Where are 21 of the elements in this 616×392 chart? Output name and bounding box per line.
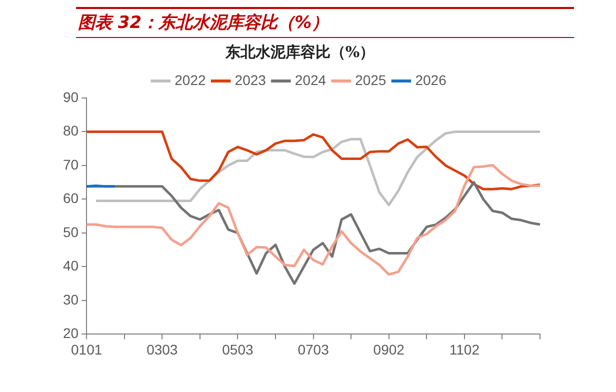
x-tick-label: 0303: [146, 341, 178, 358]
x-tick-label: 0101: [70, 341, 102, 358]
y-tick-label: 70: [62, 156, 79, 172]
y-tick-label: 30: [62, 291, 79, 308]
x-tick-label: 1102: [449, 341, 480, 358]
y-tick-label: 20: [62, 325, 79, 342]
chart-subtitle: 东北水泥库容比（%）: [224, 42, 375, 61]
x-tick-label: 0503: [222, 341, 254, 358]
legend-label: 2024: [294, 72, 326, 88]
legend-label: 2022: [174, 72, 206, 88]
y-tick-label: 80: [62, 122, 79, 139]
legend-label: 2026: [415, 72, 447, 88]
chart-title: 图表 32：东北水泥库容比（%）: [76, 7, 574, 38]
y-tick-label: 40: [62, 258, 79, 274]
legend-label: 2023: [234, 72, 266, 88]
legend-label: 2025: [355, 72, 386, 88]
y-tick-label: 60: [62, 190, 79, 206]
x-tick-label: 0902: [373, 341, 405, 358]
y-tick-label: 90: [62, 88, 79, 105]
x-tick-label: 0703: [298, 341, 330, 358]
y-tick-label: 50: [62, 224, 79, 240]
